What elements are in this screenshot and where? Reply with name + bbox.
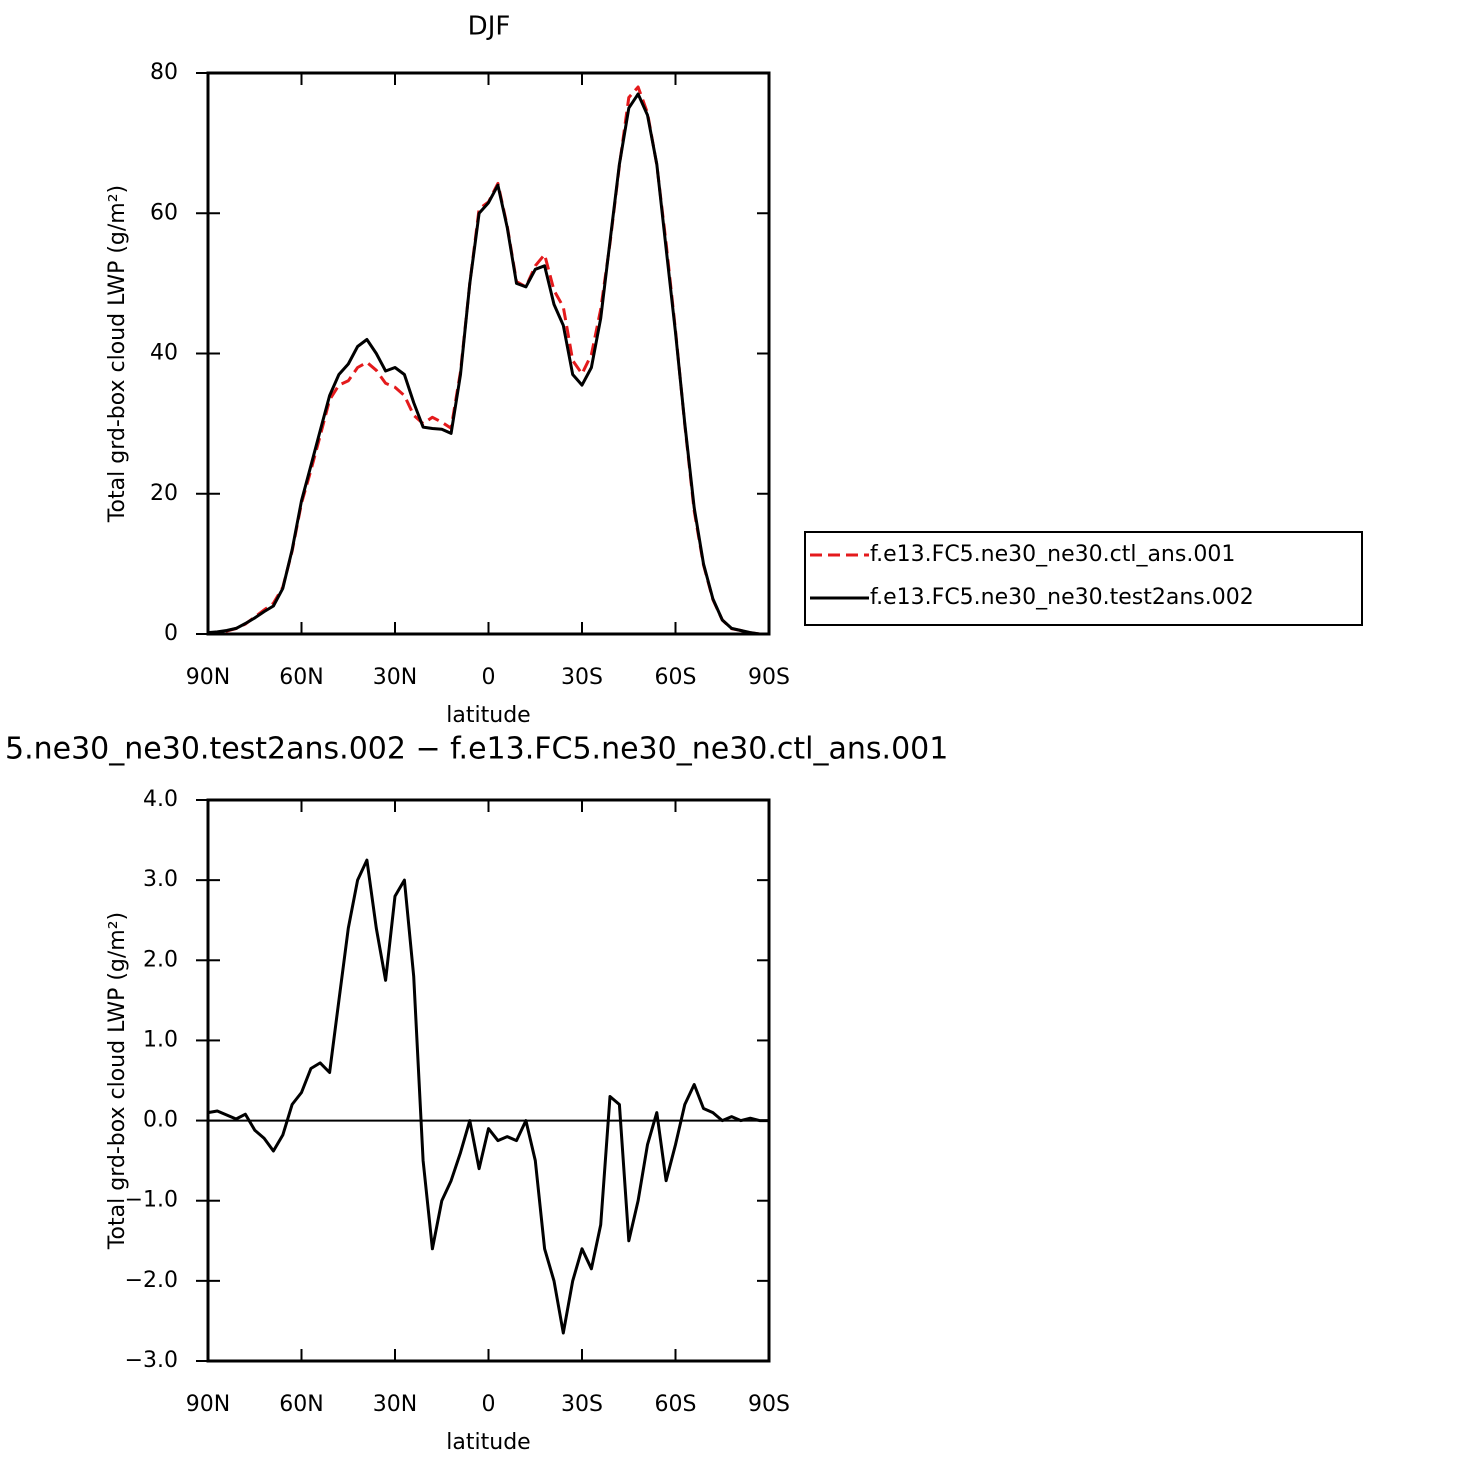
legend-label: f.e13.FC5.ne30_ne30.test2ans.002 xyxy=(870,585,1254,610)
x-tick-label: 60N xyxy=(279,1392,323,1417)
x-tick-label: 60N xyxy=(279,665,323,690)
series-line xyxy=(207,92,769,636)
y-tick-label: 20 xyxy=(150,481,178,506)
series-line xyxy=(207,858,769,1335)
y-tick-label: −2.0 xyxy=(125,1268,178,1293)
y-tick-label: 80 xyxy=(150,60,178,85)
x-tick-label: 60S xyxy=(655,665,697,690)
y-tick-label: 1.0 xyxy=(143,1027,178,1052)
y-tick-label: 60 xyxy=(150,200,178,225)
y-tick-label: −1.0 xyxy=(125,1188,178,1213)
x-axis-label: latitude xyxy=(446,703,530,728)
y-tick-label: 0.0 xyxy=(143,1108,178,1133)
x-tick-label: 0 xyxy=(482,1392,496,1417)
chart-title: DJF xyxy=(468,12,511,42)
chart-title: 5.ne30_ne30.test2ans.002 − f.e13.FC5.ne3… xyxy=(5,732,948,767)
x-tick-label: 90S xyxy=(748,665,790,690)
x-axis-label: latitude xyxy=(446,1430,530,1455)
legend-label: f.e13.FC5.ne30_ne30.ctl_ans.001 xyxy=(870,542,1235,567)
x-tick-label: 90N xyxy=(186,665,230,690)
y-axis-label: Total grd-box cloud LWP (g/m²) xyxy=(105,912,130,1250)
x-tick-label: 60S xyxy=(655,1392,697,1417)
legend-box xyxy=(804,531,1363,626)
y-tick-label: 2.0 xyxy=(143,947,178,972)
x-tick-label: 30S xyxy=(561,665,603,690)
x-tick-label: 90N xyxy=(186,1392,230,1417)
x-tick-label: 90S xyxy=(748,1392,790,1417)
y-axis-label: Total grd-box cloud LWP (g/m²) xyxy=(105,185,130,523)
plot-frame xyxy=(206,71,771,636)
x-tick-label: 30S xyxy=(561,1392,603,1417)
y-tick-label: 40 xyxy=(150,341,178,366)
y-tick-label: 0 xyxy=(164,621,178,646)
y-tick-label: 4.0 xyxy=(143,787,178,812)
x-tick-label: 30N xyxy=(373,1392,417,1417)
y-tick-label: 3.0 xyxy=(143,867,178,892)
x-tick-label: 0 xyxy=(482,665,496,690)
plot-frame xyxy=(206,798,771,1363)
x-tick-label: 30N xyxy=(373,665,417,690)
y-tick-label: −3.0 xyxy=(125,1348,178,1373)
